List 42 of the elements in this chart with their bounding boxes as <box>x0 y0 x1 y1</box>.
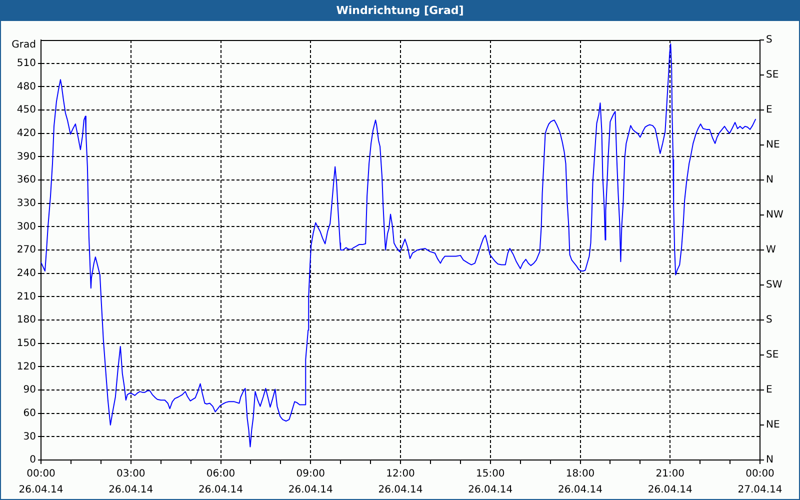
category-label: E <box>766 384 772 396</box>
y-tick-label: 300 <box>16 221 36 232</box>
x-tick-label: 00:00 27.04.14 <box>738 468 782 496</box>
y-tick-label: 30 <box>23 431 36 442</box>
y-tick-label: 0 <box>30 454 36 466</box>
x-tick-label: 12:00 26.04.14 <box>378 468 423 496</box>
category-label: N <box>766 174 774 186</box>
category-label: SW <box>766 280 782 291</box>
category-label: N <box>766 454 774 466</box>
y-tick-label: 360 <box>16 174 36 186</box>
y-tick-label: 90 <box>23 384 36 396</box>
y-tick-label: 480 <box>16 81 36 92</box>
x-tick-label: 00:00 26.04.14 <box>18 468 64 496</box>
y-tick-label: 390 <box>16 151 36 162</box>
category-label: NW <box>766 210 784 221</box>
x-tick-label: 18:00 26.04.14 <box>558 468 603 496</box>
x-tick-label: 21:00 26.04.14 <box>648 468 692 496</box>
y-tick-label: 180 <box>16 314 36 326</box>
chart-title: Windrichtung [Grad] <box>1 1 799 21</box>
y-axis-title: Grad <box>12 40 36 51</box>
y-tick-label: 150 <box>16 338 36 349</box>
y-tick-label: 420 <box>16 128 36 139</box>
category-label: NE <box>766 420 780 431</box>
x-tick-label: 09:00 26.04.14 <box>288 468 333 496</box>
category-label: SE <box>766 70 779 81</box>
x-tick-label: 15:00 26.04.14 <box>468 468 513 496</box>
category-label: W <box>766 244 776 256</box>
y-tick-label: 450 <box>16 104 36 116</box>
y-tick-label: 210 <box>16 291 36 302</box>
y-tick-label: 240 <box>16 268 36 279</box>
category-label: S <box>766 34 772 46</box>
y-tick-label: 120 <box>16 361 36 372</box>
y-tick-label: 510 <box>16 58 36 69</box>
x-tick-label: 06:00 26.04.14 <box>198 468 244 496</box>
y-tick-label: 60 <box>23 408 36 419</box>
category-label: NE <box>766 140 780 151</box>
category-label: SE <box>766 350 779 361</box>
x-tick-label: 03:00 26.04.14 <box>108 468 154 496</box>
category-label: E <box>766 104 772 116</box>
y-tick-label: 330 <box>16 198 36 209</box>
category-label: S <box>766 314 772 326</box>
y-tick-label: 270 <box>16 244 36 256</box>
